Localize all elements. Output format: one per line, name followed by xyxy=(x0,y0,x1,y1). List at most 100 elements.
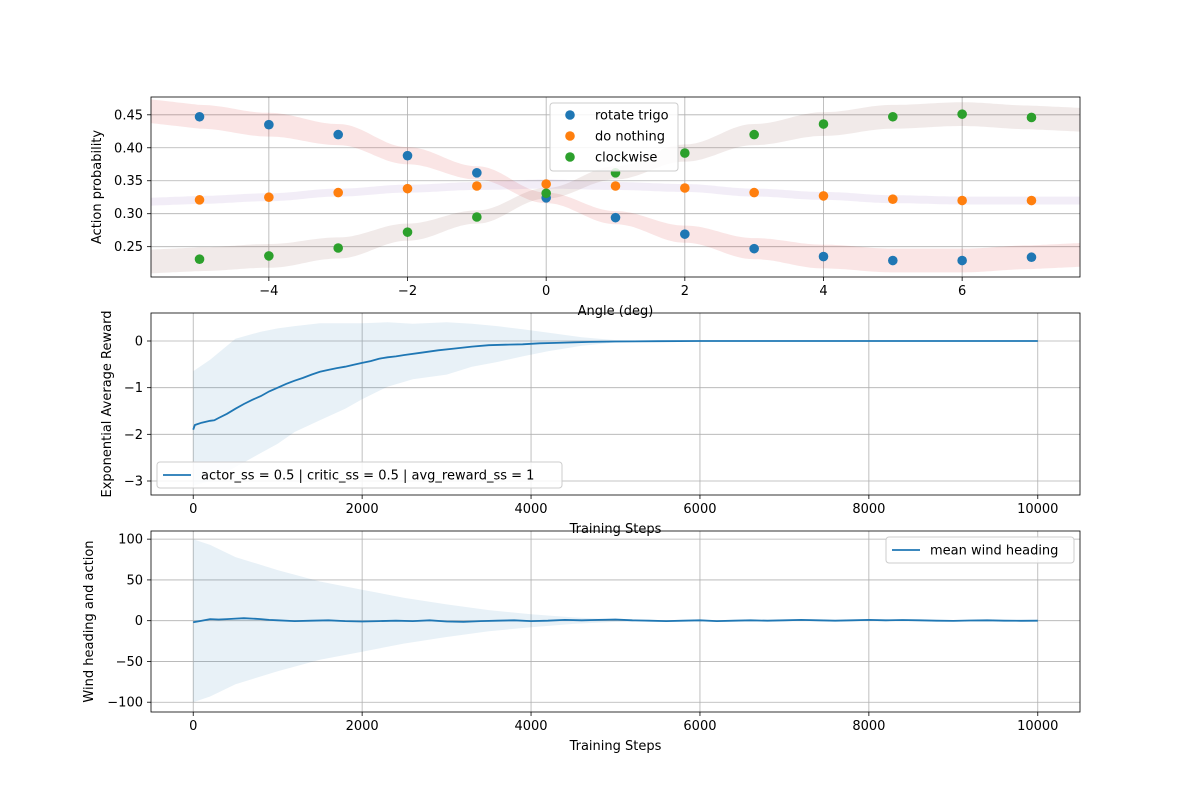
data-point xyxy=(264,192,274,203)
x-tick-label: 4000 xyxy=(514,719,547,734)
legend-marker xyxy=(565,152,575,162)
data-point xyxy=(610,212,621,223)
y-tick-label: 100 xyxy=(118,533,143,548)
data-point xyxy=(1026,112,1037,123)
plot-area xyxy=(192,322,1038,486)
y-tick-label: 0 xyxy=(135,335,143,350)
series-line xyxy=(193,617,1038,624)
action-probability-panel: −4 −2 0 2 4 6 0.25 0.30 0.35 0.40 0.45 Angle (deg) A… xyxy=(90,96,1081,319)
legend: actor_ss = 0.5 | critic_ss = 0.5 | avg_r… xyxy=(156,461,563,489)
legend-box xyxy=(156,461,563,489)
x-axis-label: Training Steps xyxy=(569,739,662,754)
data-point xyxy=(610,181,621,191)
y-tick-label: 50 xyxy=(126,573,143,588)
data-point xyxy=(194,111,205,122)
legend-marker xyxy=(565,131,575,141)
y-axis-label: Wind heading and action xyxy=(82,540,97,702)
data-point xyxy=(818,119,829,129)
data-point xyxy=(957,109,967,119)
data-point xyxy=(888,111,898,122)
y-tick-label: 0.35 xyxy=(114,174,143,189)
data-point xyxy=(472,181,482,191)
legend: mean wind heading xyxy=(885,536,1075,564)
data-point xyxy=(472,168,482,178)
x-tick-label: 2000 xyxy=(346,502,379,517)
data-point xyxy=(472,212,482,222)
data-point xyxy=(1026,252,1037,263)
y-tick-label: 0.30 xyxy=(114,207,143,222)
data-point xyxy=(194,195,205,205)
data-point xyxy=(749,187,759,198)
std-band xyxy=(193,322,1038,486)
y-tick-label: 0.40 xyxy=(114,141,143,156)
confidence-band-0 xyxy=(151,99,1080,273)
x-tick-label: 4000 xyxy=(514,502,547,517)
axes-frame xyxy=(150,312,1081,496)
data-point xyxy=(749,129,759,140)
legend-label: clockwise xyxy=(595,151,657,166)
x-axis-label: Angle (deg) xyxy=(578,304,654,319)
data-point xyxy=(680,229,690,239)
data-point xyxy=(402,183,413,194)
x-tick-label: 0 xyxy=(189,719,197,734)
data-point xyxy=(402,227,413,237)
data-point xyxy=(333,187,343,198)
y-tick-label: −50 xyxy=(116,655,143,670)
data-point xyxy=(888,194,898,204)
data-point xyxy=(264,119,274,130)
axes-frame xyxy=(150,96,1081,278)
legend-label: mean wind heading xyxy=(930,544,1058,559)
x-tick-label: 10000 xyxy=(1017,502,1058,517)
confidence-band-1 xyxy=(151,179,1080,206)
data-point xyxy=(888,255,898,266)
data-point xyxy=(749,243,759,254)
x-tick-label: 0 xyxy=(542,284,550,299)
x-axis-label: Training Steps xyxy=(569,522,662,537)
x-tick-label: 6000 xyxy=(683,502,716,517)
y-tick-label: −100 xyxy=(107,696,143,711)
data-point xyxy=(333,129,343,140)
x-tick-label: 6000 xyxy=(683,719,716,734)
data-point xyxy=(1026,195,1037,206)
x-tick-label: −4 xyxy=(259,284,278,299)
y-axis-label: Action probability xyxy=(90,130,105,245)
y-tick-label: −2 xyxy=(124,428,143,443)
data-point xyxy=(680,148,690,158)
axes-frame xyxy=(150,530,1081,713)
confidence-band-2 xyxy=(151,102,1080,274)
x-tick-label: 6 xyxy=(958,284,966,299)
data-point xyxy=(957,195,967,206)
x-tick-label: 2 xyxy=(681,284,689,299)
legend-label: actor_ss = 0.5 | critic_ss = 0.5 | avg_r… xyxy=(201,469,534,484)
legend-box xyxy=(549,102,679,172)
x-tick-label: 0 xyxy=(189,502,197,517)
data-point xyxy=(333,243,343,253)
x-tick-label: 2000 xyxy=(346,719,379,734)
legend-marker xyxy=(565,110,575,120)
x-tick-label: 10000 xyxy=(1017,719,1058,734)
plot-area xyxy=(151,99,1080,274)
data-point xyxy=(194,254,205,264)
data-point xyxy=(818,251,829,262)
plot-area xyxy=(193,539,1038,703)
y-axis-label: Exponential Average Reward xyxy=(100,311,115,498)
x-tick-label: 8000 xyxy=(852,502,885,517)
x-tick-label: 4 xyxy=(819,284,827,299)
wind-heading-panel: 0 2000 4000 6000 8000 10000 −100 −50 0 50 100 Train… xyxy=(82,530,1081,754)
legend-box xyxy=(885,536,1075,564)
data-point xyxy=(264,251,274,261)
data-point xyxy=(541,188,551,199)
data-point xyxy=(957,255,967,266)
reward-panel: 0 2000 4000 6000 8000 10000 −3 −2 −1 0 Training St… xyxy=(100,311,1081,537)
y-tick-label: −1 xyxy=(124,381,143,396)
legend: rotate trigo do nothing clockwise xyxy=(549,102,679,172)
std-band xyxy=(193,539,1038,703)
data-point xyxy=(402,150,413,161)
y-tick-label: 0.25 xyxy=(114,240,143,255)
data-point xyxy=(541,179,551,189)
data-point xyxy=(680,183,690,193)
legend-label: do nothing xyxy=(595,130,665,145)
y-tick-label: 0.45 xyxy=(114,108,143,123)
x-tick-label: −2 xyxy=(398,284,417,299)
